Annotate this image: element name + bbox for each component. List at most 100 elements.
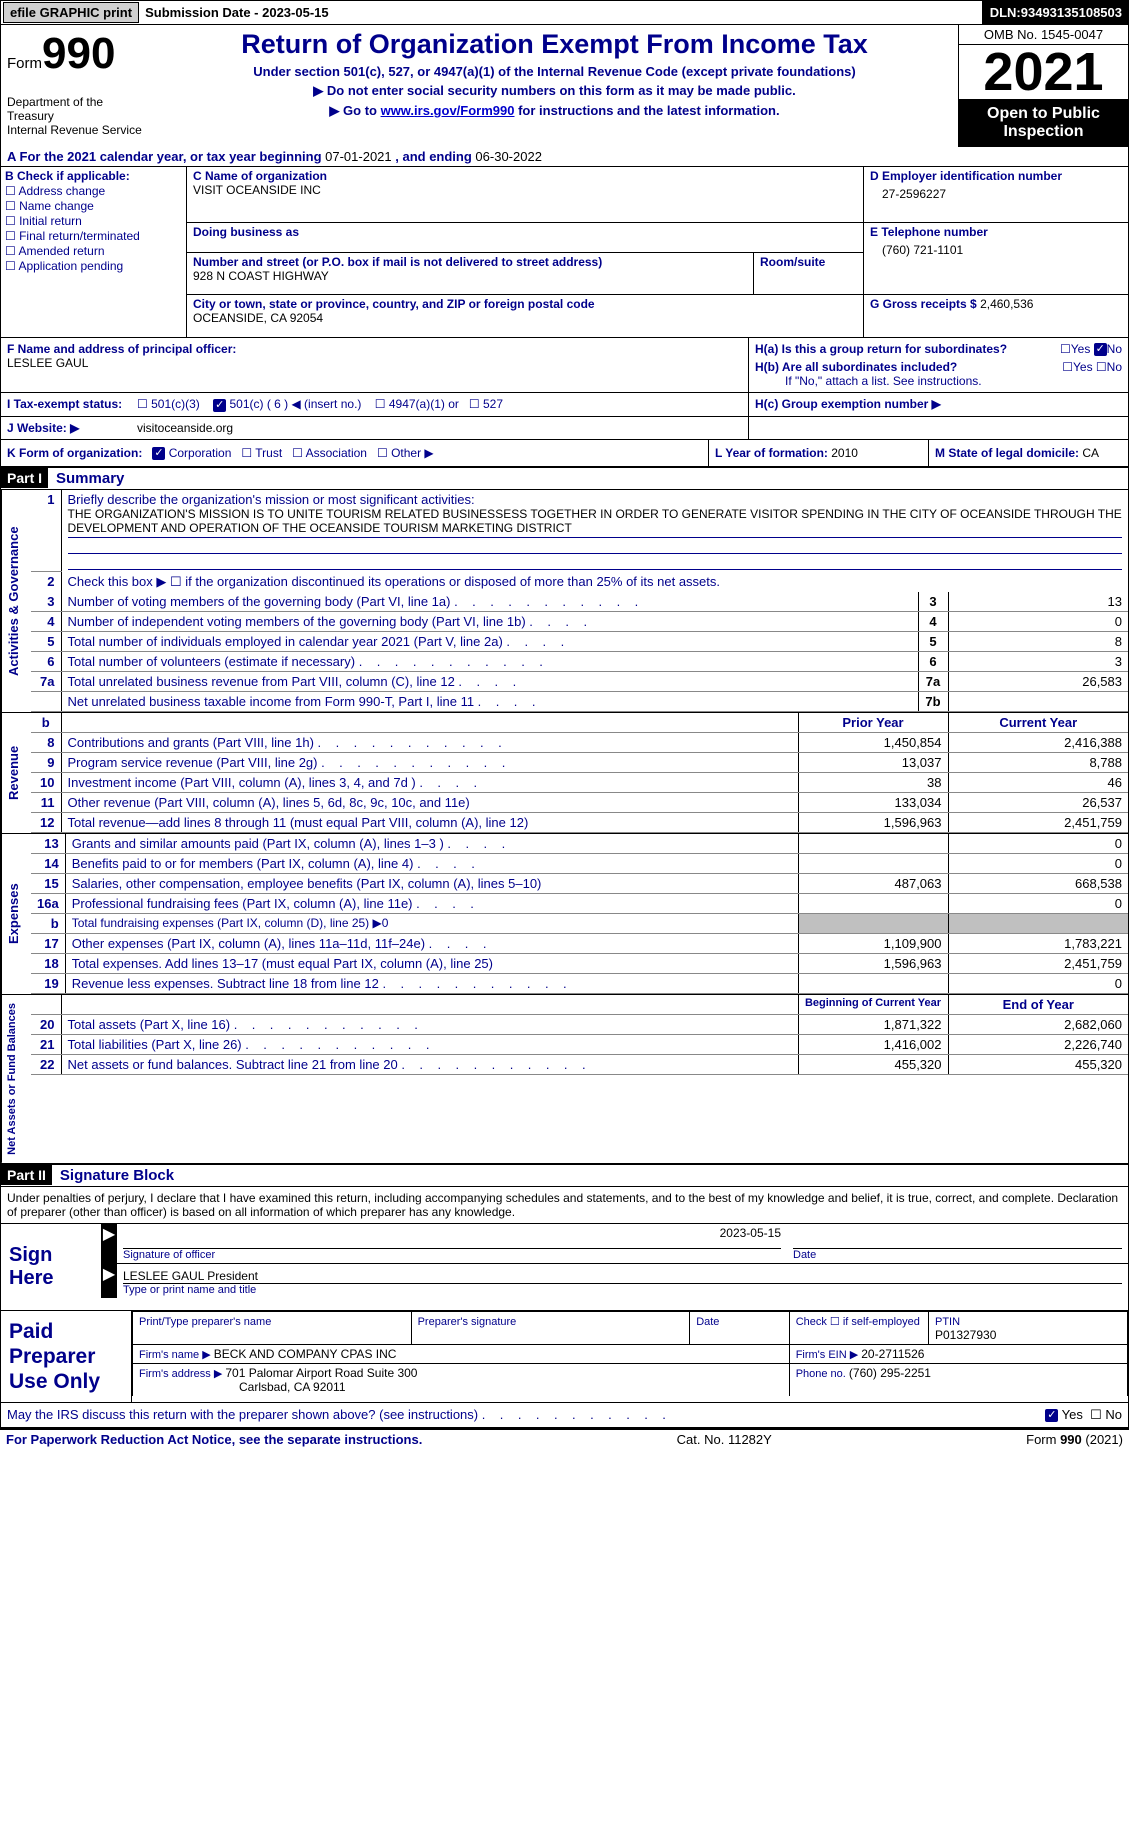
type-print-label: Type or print name and title bbox=[123, 1283, 1122, 1296]
address-label: Number and street (or P.O. box if mail i… bbox=[193, 255, 602, 269]
cb-527[interactable]: 527 bbox=[483, 397, 503, 411]
table-row: 13Grants and similar amounts paid (Part … bbox=[31, 834, 1128, 854]
discuss-yes[interactable] bbox=[1045, 1409, 1058, 1422]
cb-address-change[interactable]: ☐ Address change bbox=[5, 184, 182, 198]
table-row: 3Number of voting members of the governi… bbox=[31, 592, 1128, 612]
summary-expenses: Expenses 13Grants and similar amounts pa… bbox=[0, 833, 1129, 994]
cb-501c3[interactable]: 501(c)(3) bbox=[151, 397, 200, 411]
dept-treasury: Department of the Treasury bbox=[7, 95, 145, 123]
cb-final-return[interactable]: ☐ Final return/terminated bbox=[5, 229, 182, 243]
paperwork-notice: For Paperwork Reduction Act Notice, see … bbox=[6, 1432, 422, 1447]
form-footer: Form 990 (2021) bbox=[1026, 1432, 1123, 1447]
sign-here-block: Sign Here ▶ 2023-05-15 Signature of offi… bbox=[0, 1223, 1129, 1311]
signature-officer-label: Signature of officer bbox=[123, 1248, 781, 1261]
table-row: 5Total number of individuals employed in… bbox=[31, 631, 1128, 651]
group-return-label: H(a) Is this a group return for subordin… bbox=[755, 342, 1007, 356]
form-header: Form990 Department of the Treasury Inter… bbox=[0, 25, 1129, 147]
firm-name: BECK AND COMPANY CPAS INC bbox=[214, 1347, 397, 1361]
firm-addr2: Carlsbad, CA 92011 bbox=[139, 1380, 346, 1394]
website-value: visitoceanside.org bbox=[131, 417, 748, 439]
discontinued-note: Check this box ▶ ☐ if the organization d… bbox=[61, 572, 1128, 592]
room-suite-label: Room/suite bbox=[760, 255, 825, 269]
cat-no: Cat. No. 11282Y bbox=[677, 1432, 772, 1447]
table-row: 18Total expenses. Add lines 13–17 (must … bbox=[31, 953, 1128, 973]
open-to-public: Open to Public Inspection bbox=[959, 99, 1128, 147]
website-row: J Website: ▶ visitoceanside.org bbox=[0, 417, 1129, 440]
hb-note: If "No," attach a list. See instructions… bbox=[785, 374, 1122, 388]
cb-initial-return[interactable]: ☐ Initial return bbox=[5, 214, 182, 228]
side-label-revenue: Revenue bbox=[1, 713, 31, 833]
table-row: 14Benefits paid to or for members (Part … bbox=[31, 853, 1128, 873]
paid-preparer-label: Paid Preparer Use Only bbox=[1, 1311, 131, 1403]
goto-label: Go to bbox=[343, 103, 381, 118]
mission-label: Briefly describe the organization's miss… bbox=[68, 492, 475, 507]
table-row: 17Other expenses (Part IX, column (A), l… bbox=[31, 933, 1128, 953]
ein-value: 27-2596227 bbox=[870, 183, 1122, 201]
officer-group-block: F Name and address of principal officer:… bbox=[0, 338, 1129, 393]
principal-officer-label: F Name and address of principal officer: bbox=[7, 342, 236, 356]
city-label: City or town, state or province, country… bbox=[193, 297, 595, 311]
form-word: Form bbox=[7, 55, 42, 72]
hb-yes-no[interactable]: ☐Yes ☐No bbox=[1062, 360, 1122, 374]
cb-trust[interactable]: Trust bbox=[255, 446, 282, 460]
tax-exempt-row: I Tax-exempt status: ☐ 501(c)(3) 501(c) … bbox=[0, 393, 1129, 416]
efile-print-button[interactable]: efile GRAPHIC print bbox=[3, 2, 139, 23]
ein-label: D Employer identification number bbox=[870, 169, 1062, 183]
side-label-expenses: Expenses bbox=[1, 834, 31, 994]
form-number: 990 bbox=[42, 29, 115, 78]
ha-yes-no[interactable]: ☐Yes No bbox=[1060, 342, 1122, 356]
org-form-row: K Form of organization: Corporation ☐ Tr… bbox=[0, 440, 1129, 468]
table-row: 21Total liabilities (Part X, line 26)1,4… bbox=[31, 1034, 1128, 1054]
cb-other[interactable]: Other ▶ bbox=[391, 446, 434, 460]
table-row: 20Total assets (Part X, line 16)1,871,32… bbox=[31, 1014, 1128, 1034]
self-employed-check[interactable]: Check ☐ if self-employed bbox=[796, 1316, 920, 1328]
subordinates-label: H(b) Are all subordinates included? bbox=[755, 360, 957, 374]
discuss-row: May the IRS discuss this return with the… bbox=[0, 1403, 1129, 1428]
arrow-icon: ▶ bbox=[101, 1264, 117, 1298]
table-row: 16aProfessional fundraising fees (Part I… bbox=[31, 893, 1128, 913]
cb-4947[interactable]: 4947(a)(1) or bbox=[389, 397, 459, 411]
side-label-activities: Activities & Governance bbox=[1, 490, 31, 712]
firm-phone: (760) 295-2251 bbox=[849, 1366, 931, 1380]
cb-application-pending[interactable]: ☐ Application pending bbox=[5, 259, 182, 273]
table-row: 7aTotal unrelated business revenue from … bbox=[31, 671, 1128, 691]
address-value: 928 N COAST HIGHWAY bbox=[193, 269, 329, 283]
table-row: 9Program service revenue (Part VIII, lin… bbox=[31, 752, 1128, 772]
paid-preparer-block: Paid Preparer Use Only Print/Type prepar… bbox=[0, 1311, 1129, 1404]
cb-501c[interactable] bbox=[213, 399, 226, 412]
table-row: 19Revenue less expenses. Subtract line 1… bbox=[31, 973, 1128, 993]
dln-label: DLN: 93493135108503 bbox=[982, 1, 1128, 24]
topbar: efile GRAPHIC print Submission Date - 20… bbox=[0, 0, 1129, 25]
footer: For Paperwork Reduction Act Notice, see … bbox=[0, 1428, 1129, 1449]
sign-date-value: 2023-05-15 bbox=[123, 1226, 781, 1240]
group-exemption-label: H(c) Group exemption number ▶ bbox=[755, 397, 941, 411]
discuss-no[interactable]: No bbox=[1105, 1407, 1122, 1422]
table-row: 22Net assets or fund balances. Subtract … bbox=[31, 1054, 1128, 1074]
arrow-icon: ▶ bbox=[101, 1224, 117, 1263]
org-name-value: VISIT OCEANSIDE INC bbox=[193, 183, 321, 197]
cb-name-change[interactable]: ☐ Name change bbox=[5, 199, 182, 213]
cb-corporation[interactable] bbox=[152, 447, 165, 460]
part-i-header: Part ISummary bbox=[0, 468, 1129, 490]
phone-label: E Telephone number bbox=[870, 225, 988, 239]
ptin-label: PTIN bbox=[935, 1316, 960, 1328]
print-preparer-label: Print/Type preparer's name bbox=[139, 1316, 271, 1328]
summary-activities: Activities & Governance 1 Briefly descri… bbox=[0, 490, 1129, 712]
table-row: 12Total revenue—add lines 8 through 11 (… bbox=[31, 812, 1128, 832]
mission-text: THE ORGANIZATION'S MISSION IS TO UNITE T… bbox=[68, 507, 1123, 538]
part-ii-header: Part IISignature Block bbox=[0, 1165, 1129, 1187]
cb-amended-return[interactable]: ☐ Amended return bbox=[5, 244, 182, 258]
officer-name: LESLEE GAUL President bbox=[123, 1269, 1122, 1283]
irs-form990-link[interactable]: www.irs.gov/Form990 bbox=[381, 103, 515, 118]
table-row: Net unrelated business taxable income fr… bbox=[31, 691, 1128, 711]
dba-label: Doing business as bbox=[193, 225, 299, 239]
form-subtitle: Under section 501(c), 527, or 4947(a)(1)… bbox=[155, 64, 954, 79]
summary-net-assets: Net Assets or Fund Balances Beginning of… bbox=[0, 994, 1129, 1165]
table-row: 11Other revenue (Part VIII, column (A), … bbox=[31, 792, 1128, 812]
prep-date-label: Date bbox=[696, 1316, 719, 1328]
side-label-net-assets: Net Assets or Fund Balances bbox=[1, 995, 31, 1163]
state-domicile: CA bbox=[1082, 446, 1099, 460]
cb-association[interactable]: Association bbox=[306, 446, 367, 460]
irs-label: Internal Revenue Service bbox=[7, 123, 145, 137]
ptin-value: P01327930 bbox=[935, 1328, 996, 1342]
